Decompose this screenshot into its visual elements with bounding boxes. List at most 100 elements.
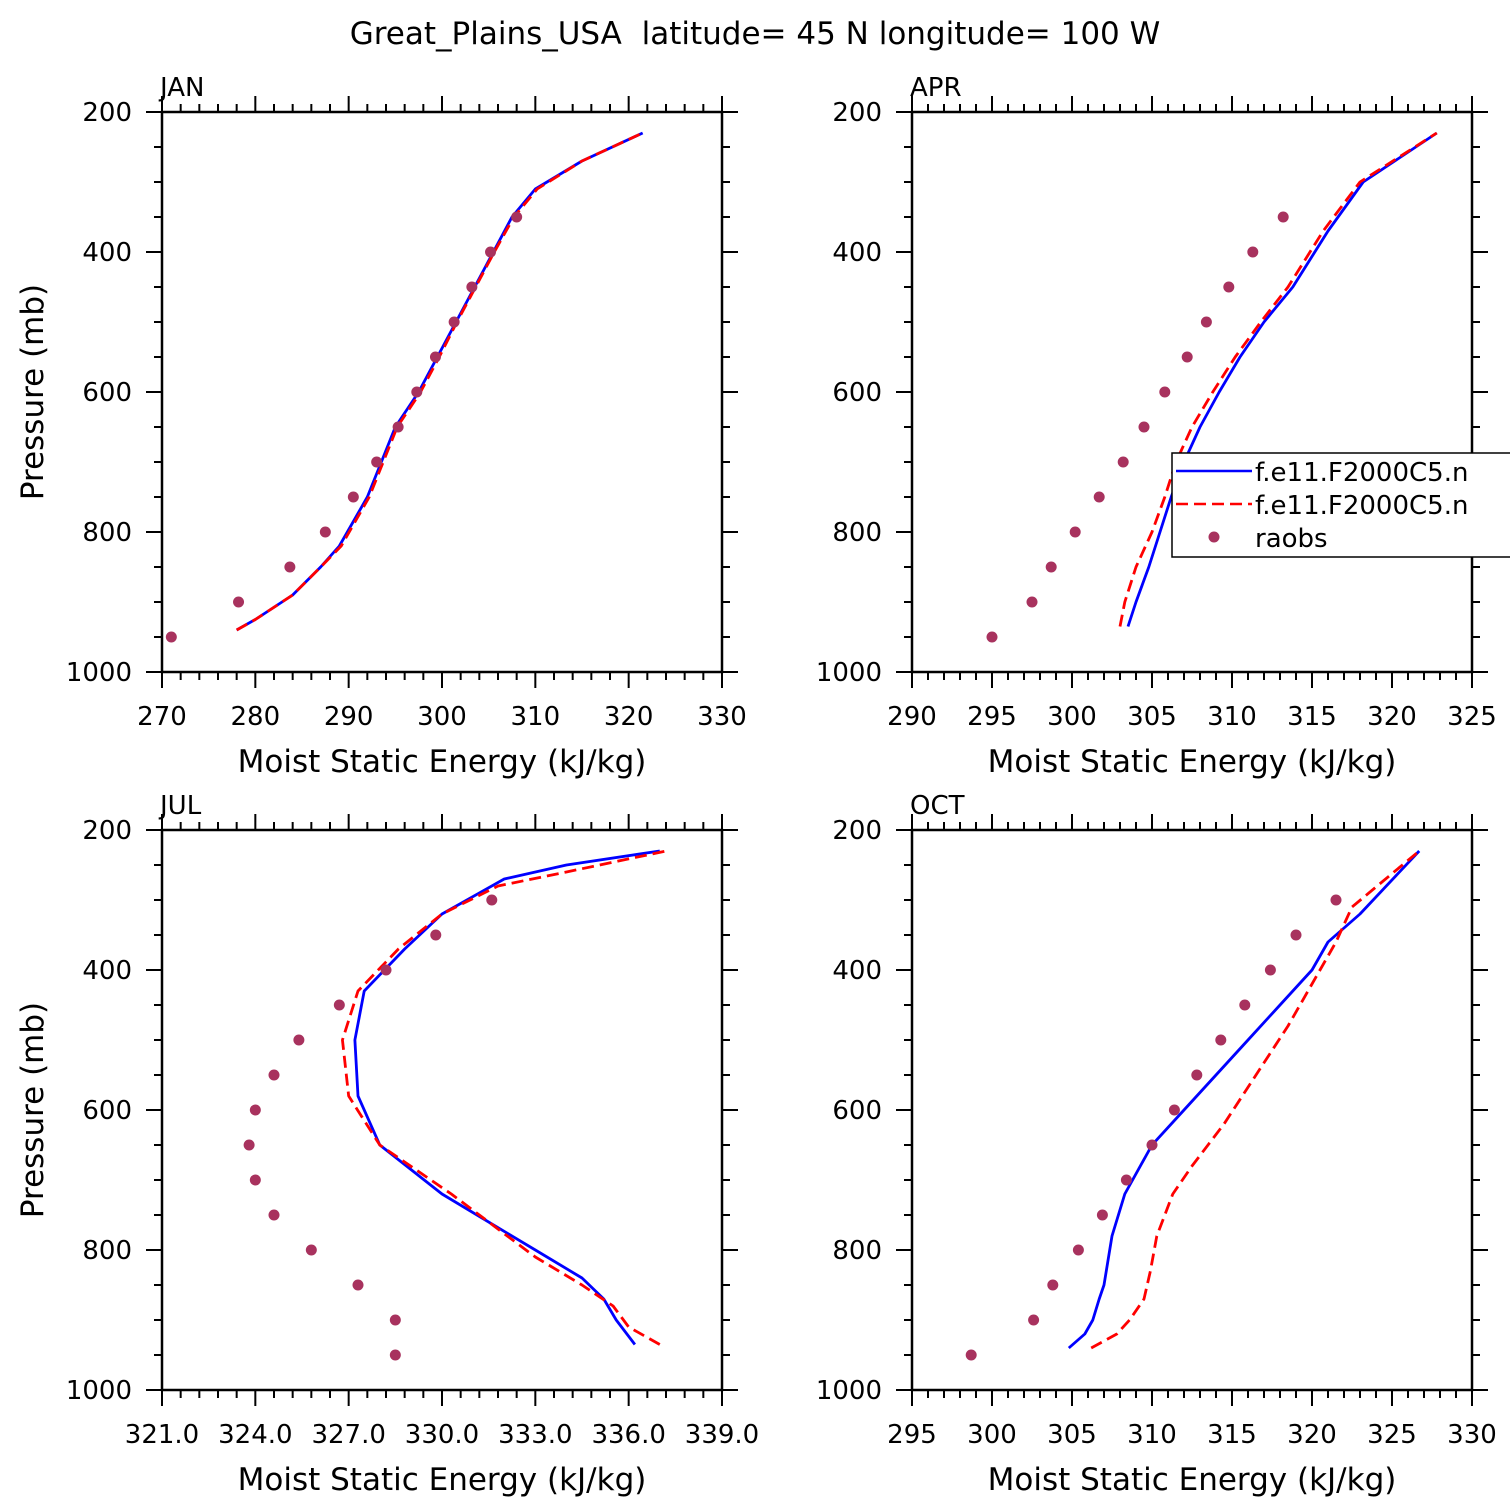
x-tick-label: 315: [1207, 1420, 1257, 1450]
raobs-point: [1330, 894, 1342, 906]
x-axis-label: Moist Static Energy (kJ/kg): [238, 744, 647, 780]
x-tick-label: 310: [1127, 1420, 1177, 1450]
raobs-point: [1069, 526, 1081, 538]
series-line-dashed: [1118, 131, 1438, 627]
raobs-point: [448, 316, 460, 328]
y-tick-label: 1000: [66, 658, 132, 688]
x-tick-label: 305: [1047, 1420, 1097, 1450]
y-axis-label: Pressure (mb): [15, 284, 51, 500]
series-line-dashed: [1090, 849, 1421, 1350]
y-tick-label: 800: [832, 518, 882, 548]
x-tick-label: 327.0: [311, 1420, 385, 1450]
tick-marks: [146, 96, 738, 688]
y-tick-label: 400: [82, 956, 132, 986]
x-tick-label: 300: [967, 1420, 1017, 1450]
raobs-point: [430, 929, 442, 941]
data-layer: [986, 131, 1438, 643]
raobs-point: [371, 456, 383, 468]
raobs-point: [1191, 1069, 1203, 1081]
y-tick-label: 600: [832, 378, 882, 408]
raobs-point: [293, 1034, 305, 1046]
series-line-solid: [1126, 131, 1438, 627]
raobs-point: [389, 1349, 401, 1361]
x-tick-label: 325: [1367, 1420, 1417, 1450]
panel-label: JAN: [158, 73, 204, 103]
tick-labels: 321.0 324.0 327.0 330.0 333.0 336.0 339.0 200 40…: [66, 816, 759, 1450]
raobs-point: [1181, 351, 1193, 363]
x-axis-label: Moist Static Energy (kJ/kg): [988, 744, 1397, 780]
raobs-point: [1247, 246, 1259, 258]
x-tick-label: 295: [887, 1420, 937, 1450]
legend-entry-label: raobs: [1255, 524, 1328, 554]
y-tick-label: 400: [832, 238, 882, 268]
raobs-point: [249, 1104, 261, 1116]
y-axis-label: Pressure (mb): [15, 1002, 51, 1218]
x-tick-label: 270: [137, 702, 187, 732]
raobs-point: [1290, 929, 1302, 941]
y-tick-label: 200: [832, 816, 882, 846]
raobs-point: [305, 1244, 317, 1256]
raobs-point: [243, 1139, 255, 1151]
y-tick-label: 600: [82, 378, 132, 408]
plot-frame: [910, 110, 1474, 674]
legend-entry-label: f.e11.F2000C5.n: [1255, 458, 1468, 488]
tick-labels: 295 300 305 310 315 320 325 330 200 400 600 800 1000: [816, 816, 1497, 1450]
panel-apr: 290 295 300 305 310 315 320 325 200 400 600 800 1000…: [816, 73, 1497, 780]
x-tick-label: 320: [604, 702, 654, 732]
tick-marks: [896, 814, 1488, 1406]
raobs-point: [1093, 491, 1105, 503]
panel-jan: 270 280 290 300 310 320 330 200 400 600 800 1000 JA…: [15, 73, 747, 780]
plot-frame: [910, 828, 1474, 1392]
raobs-point: [347, 491, 359, 503]
data-layer: [965, 849, 1421, 1361]
x-tick-label: 339.0: [685, 1420, 759, 1450]
tick-labels: 290 295 300 305 310 315 320 325 200 400 600 800 1000: [816, 98, 1497, 732]
raobs-point: [1200, 316, 1212, 328]
raobs-point: [1072, 1244, 1084, 1256]
raobs-point: [352, 1279, 364, 1291]
tick-marks: [146, 814, 738, 1406]
raobs-point: [284, 561, 296, 573]
raobs-point: [1028, 1314, 1040, 1326]
raobs-point: [380, 964, 392, 976]
tick-labels: 270 280 290 300 310 320 330 200 400 600 800 1000: [66, 98, 747, 732]
panel-label: OCT: [910, 791, 965, 821]
raobs-point: [1159, 386, 1171, 398]
raobs-point: [1146, 1139, 1158, 1151]
x-tick-label: 333.0: [498, 1420, 572, 1450]
y-tick-label: 200: [832, 98, 882, 128]
raobs-point: [392, 421, 404, 433]
data-layer: [243, 849, 667, 1361]
data-layer: [165, 131, 644, 643]
x-tick-label: 295: [967, 702, 1017, 732]
y-tick-label: 1000: [816, 1376, 882, 1406]
raobs-point: [319, 526, 331, 538]
x-tick-label: 330: [1447, 1420, 1497, 1450]
x-tick-label: 290: [324, 702, 374, 732]
x-axis-label: Moist Static Energy (kJ/kg): [988, 1462, 1397, 1498]
y-tick-label: 800: [82, 518, 132, 548]
raobs-point: [486, 894, 498, 906]
figure-title: Great_Plains_USA latitude= 45 N longitud…: [350, 16, 1161, 52]
raobs-point: [389, 1314, 401, 1326]
series-line-solid: [1067, 850, 1421, 1350]
legend-entry-label: f.e11.F2000C5.n: [1255, 491, 1468, 521]
raobs-point: [986, 631, 998, 643]
panel-label: JUL: [158, 791, 202, 821]
y-tick-label: 800: [832, 1236, 882, 1266]
plot-frame: [160, 110, 724, 674]
panel-oct: 295 300 305 310 315 320 325 330 200 400 600 800 1000…: [816, 791, 1497, 1498]
x-tick-label: 300: [1047, 702, 1097, 732]
x-tick-label: 310: [1207, 702, 1257, 732]
series-line-solid: [353, 849, 660, 1346]
tick-marks: [896, 96, 1488, 688]
raobs-point: [485, 246, 497, 258]
x-tick-label: 320: [1367, 702, 1417, 732]
raobs-point: [1223, 281, 1235, 293]
raobs-point: [1047, 1279, 1059, 1291]
raobs-point: [1277, 211, 1289, 223]
x-tick-label: 305: [1127, 702, 1177, 732]
plot-frame: [160, 828, 724, 1392]
raobs-point: [1168, 1104, 1180, 1116]
